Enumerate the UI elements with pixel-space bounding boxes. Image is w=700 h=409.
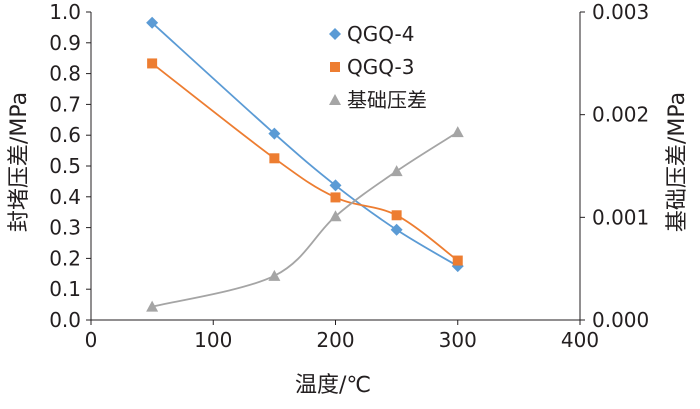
- series-1: [146, 16, 464, 273]
- right-y-axis-title: 基础压差/MPa: [665, 92, 690, 232]
- x-tick-label: 400: [561, 328, 599, 352]
- data-point: [147, 58, 158, 69]
- data-point: [146, 16, 159, 29]
- data-point: [390, 165, 403, 177]
- right-y-tick-label: 0.001: [592, 205, 649, 229]
- left-y-tick-label: 0.4: [49, 185, 81, 209]
- left-y-tick-label: 0.0: [49, 308, 81, 332]
- left-y-tick-labels: 0.0 0.1 0.2 0.3 0.4 0.5 0.6 0.7 0.8 0.9 1.0: [49, 0, 91, 332]
- left-y-tick-label: 0.7: [49, 92, 81, 116]
- series-2: [147, 58, 463, 266]
- x-tick-label: 0: [85, 328, 98, 352]
- left-y-tick-label: 0.9: [49, 31, 81, 55]
- left-y-axis-title: 封堵压差/MPa: [7, 92, 32, 232]
- legend-label: QGQ-4: [347, 22, 414, 46]
- left-y-tick-label: 0.8: [49, 62, 81, 86]
- x-tick-label: 200: [316, 328, 354, 352]
- series-layer: [146, 16, 464, 312]
- data-point: [451, 126, 464, 138]
- data-point: [390, 223, 403, 236]
- legend-label: 基础压差: [347, 88, 427, 112]
- series-3: [146, 126, 464, 312]
- x-tick-labels: 0 100 200 300 400: [85, 320, 599, 352]
- data-point: [329, 210, 342, 222]
- left-y-tick-label: 0.2: [49, 246, 81, 270]
- series-line: [151, 62, 459, 262]
- data-point: [268, 269, 281, 281]
- legend-marker: [329, 28, 341, 40]
- left-y-tick-label: 0.5: [49, 154, 81, 178]
- left-y-tick-label: 1.0: [49, 0, 81, 24]
- x-axis-title: 温度/℃: [295, 373, 371, 398]
- left-y-tick-label: 0.3: [49, 216, 81, 240]
- data-point: [452, 255, 463, 266]
- series-line: [151, 22, 459, 267]
- legend-label: QGQ-3: [347, 55, 414, 79]
- series-line: [151, 131, 459, 308]
- data-point: [329, 179, 342, 192]
- left-y-tick-label: 0.1: [49, 277, 81, 301]
- legend-marker: [329, 94, 341, 105]
- right-y-tick-labels: 0.000 0.001 0.002 0.003: [580, 0, 649, 332]
- data-point: [269, 153, 280, 164]
- data-point: [146, 300, 159, 312]
- left-y-tick-label: 0.6: [49, 123, 81, 147]
- data-point: [330, 192, 341, 203]
- legend: QGQ-4 QGQ-3 基础压差: [329, 22, 427, 112]
- right-y-tick-label: 0.003: [592, 0, 649, 24]
- right-y-tick-label: 0.000: [592, 308, 649, 332]
- x-tick-label: 300: [439, 328, 477, 352]
- x-tick-label: 100: [194, 328, 232, 352]
- data-point: [391, 210, 402, 221]
- right-y-tick-label: 0.002: [592, 103, 649, 127]
- legend-marker: [330, 62, 340, 72]
- data-point: [268, 127, 281, 140]
